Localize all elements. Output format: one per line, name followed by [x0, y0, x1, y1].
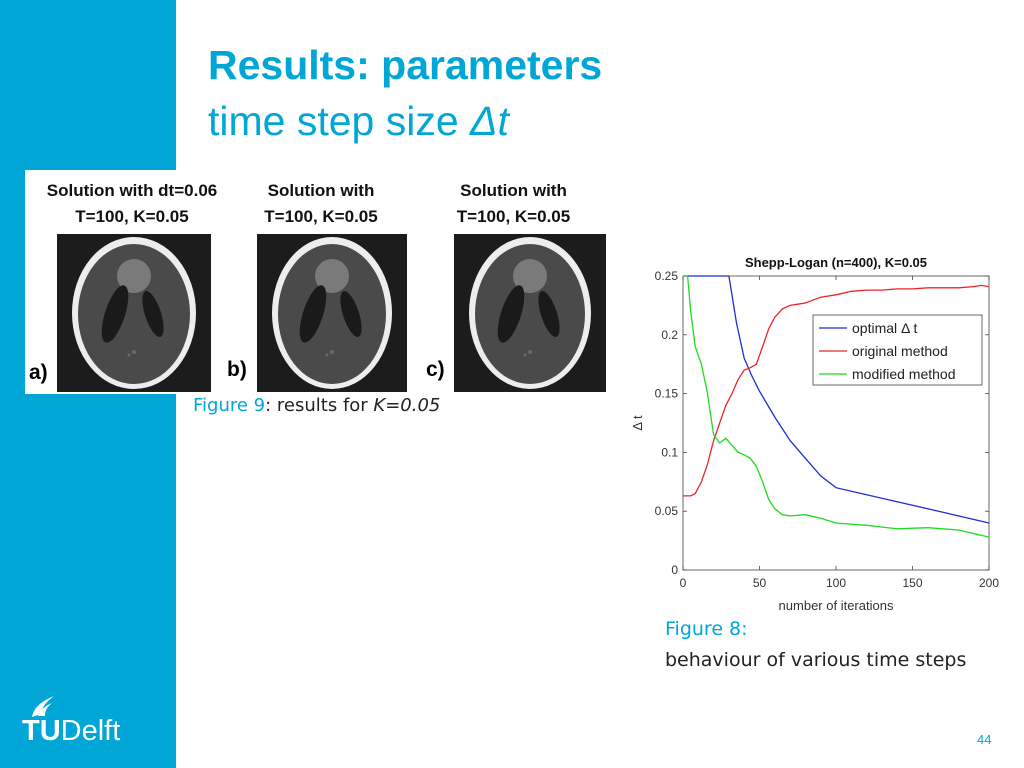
y-tick-label: 0.05: [655, 504, 679, 518]
y-tick-label: 0.1: [661, 445, 678, 459]
y-tick-label: 0.25: [655, 269, 679, 283]
panel-a: Solution with dt=0.06 T=100, K=0.05 a): [25, 170, 239, 394]
page-number: 44: [977, 732, 992, 747]
panel-a-title-line2: T=100, K=0.05: [75, 207, 189, 226]
slide-subtitle: time step size Δt: [208, 98, 509, 144]
y-tick-label: 0.2: [661, 328, 678, 342]
x-axis-label: number of iterations: [779, 598, 894, 613]
x-tick-label: 0: [680, 576, 687, 590]
panel-b-title-line1: Solution with: [267, 181, 375, 200]
y-tick-label: 0: [671, 563, 678, 577]
legend-label-2: modified method: [852, 366, 956, 382]
tu-delft-logo: TUDelft: [22, 693, 152, 749]
figure8-label: Figure 8:: [665, 618, 748, 640]
chart-title: Shepp-Logan (n=400), K=0.05: [745, 255, 927, 270]
y-axis-label: Δ t: [630, 415, 645, 431]
legend-label-1: original method: [852, 343, 948, 359]
flame-icon: [32, 696, 54, 717]
panel-c-label: c): [426, 358, 445, 381]
series-line-1: [683, 284, 990, 497]
x-tick-label: 100: [826, 576, 846, 590]
panel-b-title-line2: T=100, K=0.05: [264, 207, 378, 226]
panel-c: Solution with T=100, K=0.05 c): [420, 170, 607, 394]
series-line-0: [683, 275, 990, 524]
chart-legend: [812, 314, 983, 386]
panel-a-label: a): [29, 361, 48, 384]
delta-t-symbol: Δt: [470, 98, 509, 144]
figure8-caption: Figure 8: behaviour of various time step…: [665, 614, 966, 676]
phantom-image-b: [257, 234, 407, 392]
x-tick-label: 50: [753, 576, 767, 590]
phantom-image-a: [57, 234, 211, 392]
y-tick-label: 0.15: [655, 387, 679, 401]
figure8-text: behaviour of various time steps: [665, 649, 967, 671]
x-tick-label: 200: [979, 576, 999, 590]
x-tick-label: 150: [902, 576, 922, 590]
panel-c-title-line2: T=100, K=0.05: [456, 207, 571, 226]
figure9-caption: Figure 9: results for K=0.05: [193, 395, 441, 416]
panel-c-title-line1: Solution with: [460, 181, 567, 200]
logo-wordmark: TUDelft: [22, 715, 121, 747]
legend-label-0: optimal Δ t: [852, 320, 917, 336]
time-step-chart: Shepp-Logan (n=400), K=0.05 0 50 100 150 200 0…: [630, 255, 999, 613]
figure9-panels: Solution with dt=0.06 T=100, K=0.05 a) S…: [25, 170, 607, 394]
panel-a-title-line1: Solution with dt=0.06: [46, 181, 218, 200]
panel-b: Solution with T=100, K=0.05 b): [223, 170, 419, 394]
slide-title: Results: parameters: [208, 42, 603, 88]
series-line-2: [683, 275, 990, 538]
phantom-image-c: [454, 234, 606, 392]
panel-b-label: b): [227, 358, 247, 381]
